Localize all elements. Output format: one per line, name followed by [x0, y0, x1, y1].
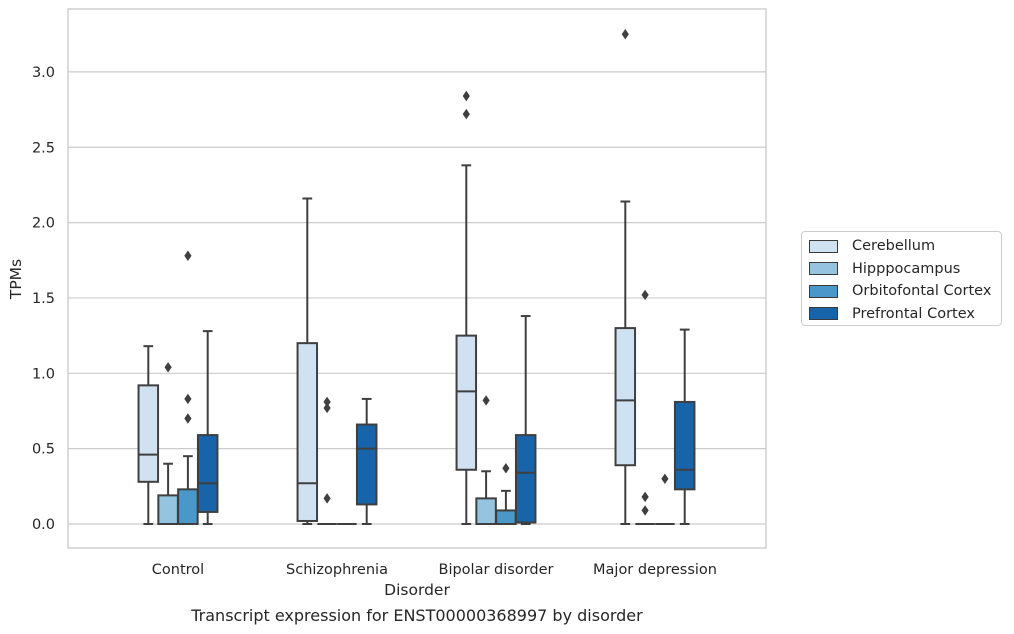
legend-swatch [809, 239, 838, 253]
outlier-point [621, 29, 629, 40]
box-hipppocampus [635, 289, 655, 525]
x-axis-label: Disorder [384, 581, 450, 599]
box-prefrontal-cortex [196, 330, 219, 525]
plot-frame [67, 8, 767, 549]
y-tick-label: 1.5 [32, 291, 55, 307]
box-iqr [495, 509, 517, 526]
y-tick-label: 0.5 [32, 442, 55, 458]
box-iqr [614, 327, 637, 467]
box-prefrontal-cortex [355, 397, 378, 525]
legend-item: Hipppocampus [809, 258, 1001, 281]
box-iqr [196, 434, 219, 513]
outlier-point [502, 463, 510, 474]
figure-caption: Transcript expression for ENST0000036899… [191, 606, 643, 625]
legend-swatch [809, 307, 838, 321]
box-iqr [673, 400, 696, 491]
outlier-point [641, 505, 649, 516]
box-cerebellum [296, 197, 319, 525]
legend-item: Prefrontal Cortex [809, 303, 1001, 326]
outlier-point [482, 395, 490, 406]
y-tick-label: 3.0 [32, 65, 55, 81]
outlier-point [323, 493, 331, 504]
outlier-point [323, 396, 331, 408]
legend-label: Prefrontal Cortex [852, 305, 975, 322]
legend-label: Cerebellum [852, 238, 936, 255]
outlier-point [462, 90, 470, 102]
box-orbitofontal-cortex [495, 463, 517, 526]
box-iqr [455, 334, 478, 471]
legend: Cerebellum Hipppocampus Orbitofontal Corte… [801, 231, 1002, 326]
box-iqr [514, 434, 537, 524]
outlier-point [641, 491, 649, 503]
outlier-point [323, 402, 331, 414]
box-iqr [157, 494, 179, 526]
outlier-point [184, 413, 192, 424]
box-hipppocampus [317, 396, 337, 525]
box-iqr [296, 342, 319, 522]
box-orbitofontal-cortex [177, 250, 199, 525]
box-cerebellum [137, 345, 160, 525]
y-tick-label: 0.0 [32, 517, 55, 533]
outlier-point [641, 289, 649, 301]
outlier-point [164, 362, 172, 373]
boxes [137, 29, 696, 526]
box-orbitofontal-cortex [655, 473, 675, 525]
y-axis-label: TPMs [7, 259, 25, 300]
box-cerebellum [455, 90, 478, 525]
box-prefrontal-cortex [514, 315, 537, 525]
legend-item: Orbitofontal Cortex [809, 280, 1001, 303]
box-cerebellum [614, 29, 637, 525]
legend-swatch [809, 262, 838, 276]
box-hipppocampus [157, 362, 179, 526]
legend-label: Hipppocampus [852, 260, 961, 277]
box-iqr [475, 497, 497, 526]
x-tick-labels: Control Schizophrenia Bipolar disorder Majo… [152, 562, 717, 578]
y-tick-label: 2.0 [32, 216, 55, 232]
gridlines [68, 71, 766, 525]
legend-item: Cerebellum [809, 235, 1001, 258]
y-tick-label: 2.5 [32, 140, 55, 156]
box-hipppocampus [475, 395, 497, 526]
y-tick-labels: 0.0 0.5 1.0 1.5 2.0 2.5 3.0 [32, 65, 55, 533]
x-tick-label: Major depression [593, 562, 717, 578]
box-iqr [177, 488, 199, 525]
outlier-point [462, 108, 470, 120]
y-tick-label: 1.0 [32, 366, 55, 382]
outlier-point [184, 250, 192, 261]
legend-label: Orbitofontal Cortex [852, 283, 992, 300]
box-iqr [355, 423, 378, 506]
x-tick-label: Control [152, 562, 204, 578]
legend-swatch [809, 284, 838, 298]
outlier-point [661, 473, 669, 484]
x-tick-label: Bipolar disorder [439, 562, 554, 578]
box-prefrontal-cortex [673, 328, 696, 525]
x-tick-label: Schizophrenia [286, 562, 388, 578]
box-iqr [137, 384, 160, 483]
outlier-point [184, 393, 192, 405]
